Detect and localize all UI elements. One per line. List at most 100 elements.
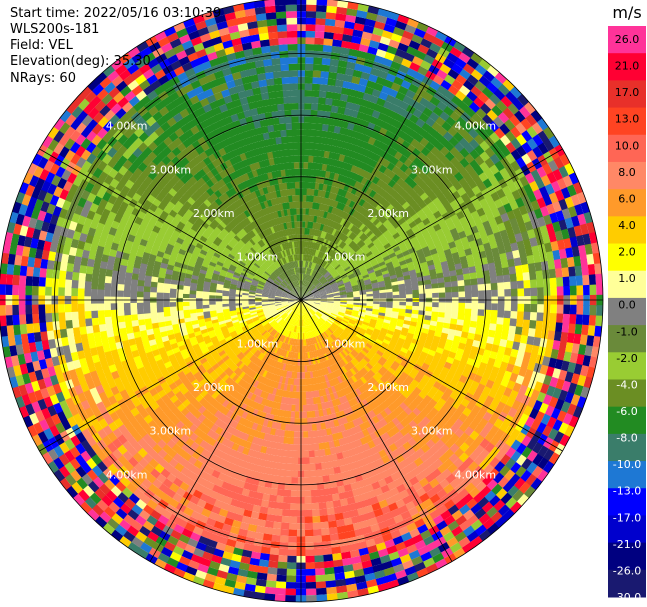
velocity-gate bbox=[405, 217, 415, 226]
velocity-gate bbox=[312, 528, 322, 537]
velocity-gate bbox=[320, 137, 328, 145]
velocity-gate bbox=[438, 287, 446, 294]
velocity-gate bbox=[318, 90, 328, 99]
velocity-gate bbox=[400, 172, 410, 182]
velocity-gate bbox=[387, 195, 396, 205]
velocity-gate bbox=[364, 18, 377, 28]
velocity-gate bbox=[383, 167, 392, 177]
velocity-gate bbox=[505, 141, 517, 154]
velocity-gate bbox=[509, 86, 523, 100]
velocity-gate bbox=[303, 503, 312, 511]
velocity-gate bbox=[491, 289, 498, 298]
velocity-gate bbox=[377, 223, 386, 232]
velocity-gate bbox=[360, 37, 372, 47]
velocity-gate bbox=[312, 256, 317, 263]
velocity-gate bbox=[319, 84, 329, 92]
velocity-gate bbox=[416, 221, 426, 230]
velocity-gate bbox=[521, 153, 533, 166]
velocity-gate bbox=[530, 304, 538, 314]
velocity-gate bbox=[404, 24, 418, 35]
velocity-gate bbox=[353, 97, 364, 106]
velocity-gate bbox=[346, 238, 353, 246]
velocity-gate bbox=[392, 54, 405, 65]
velocity-gate bbox=[350, 186, 359, 195]
velocity-gate bbox=[395, 91, 407, 102]
velocity-gate bbox=[336, 6, 349, 15]
velocity-gate bbox=[368, 40, 381, 50]
velocity-gate bbox=[294, 582, 307, 589]
velocity-gate bbox=[326, 131, 335, 139]
velocity-gate bbox=[414, 71, 426, 83]
velocity-gate bbox=[305, 37, 316, 45]
velocity-gate bbox=[333, 86, 344, 94]
velocity-gate bbox=[355, 204, 363, 213]
velocity-gate bbox=[323, 271, 329, 277]
velocity-gate bbox=[385, 222, 394, 231]
velocity-gate bbox=[309, 476, 318, 484]
velocity-gate bbox=[394, 249, 403, 256]
velocity-gate bbox=[526, 138, 539, 151]
velocity-gate bbox=[453, 41, 467, 53]
velocity-gate bbox=[344, 255, 351, 262]
velocity-gate bbox=[324, 580, 337, 588]
velocity-gate bbox=[305, 30, 317, 38]
velocity-gate bbox=[361, 208, 369, 217]
velocity-gate bbox=[311, 269, 315, 277]
velocity-gate bbox=[312, 291, 319, 295]
velocity-gate bbox=[413, 204, 422, 214]
velocity-gate bbox=[462, 63, 476, 76]
velocity-gate bbox=[353, 296, 361, 300]
velocity-gate bbox=[490, 282, 498, 291]
velocity-gate bbox=[325, 240, 332, 248]
velocity-gate bbox=[306, 268, 310, 275]
velocity-gate bbox=[302, 287, 305, 294]
velocity-gate bbox=[411, 34, 424, 45]
velocity-gate bbox=[321, 130, 329, 138]
velocity-gate bbox=[281, 509, 290, 517]
velocity-gate bbox=[517, 303, 525, 313]
velocity-gate bbox=[294, 595, 307, 602]
velocity-gate bbox=[369, 258, 378, 265]
velocity-gate bbox=[317, 250, 322, 258]
velocity-gate bbox=[315, 11, 328, 19]
velocity-gate bbox=[333, 126, 342, 134]
velocity-gate bbox=[306, 181, 312, 189]
velocity-gate bbox=[425, 293, 433, 299]
velocity-gate bbox=[332, 252, 339, 260]
velocity-gate bbox=[318, 259, 324, 266]
velocity-gate bbox=[520, 164, 532, 177]
velocity-gate bbox=[562, 276, 570, 288]
velocity-gate bbox=[484, 98, 497, 111]
velocity-gate bbox=[523, 311, 531, 321]
velocity-gate bbox=[337, 60, 349, 69]
velocity-gate bbox=[304, 575, 316, 583]
velocity-gate bbox=[403, 184, 413, 194]
velocity-gate bbox=[515, 122, 528, 135]
velocity-gate bbox=[413, 217, 423, 226]
velocity-gate bbox=[362, 218, 371, 226]
velocity-gate bbox=[423, 196, 433, 206]
velocity-gate bbox=[309, 136, 316, 144]
velocity-gate bbox=[301, 295, 306, 300]
velocity-gate bbox=[361, 31, 374, 41]
velocity-gate bbox=[367, 46, 379, 56]
velocity-gate bbox=[303, 287, 306, 294]
velocity-gate bbox=[395, 224, 404, 233]
velocity-gate bbox=[368, 223, 376, 231]
velocity-gate bbox=[511, 189, 522, 201]
velocity-gate bbox=[305, 44, 316, 51]
velocity-gate bbox=[324, 286, 332, 290]
velocity-gate bbox=[387, 170, 397, 180]
velocity-gate bbox=[501, 185, 512, 197]
velocity-gate bbox=[339, 127, 348, 136]
velocity-gate bbox=[549, 277, 557, 288]
velocity-gate bbox=[312, 278, 317, 285]
velocity-gate bbox=[333, 200, 339, 209]
velocity-gate bbox=[372, 192, 381, 201]
velocity-gate bbox=[332, 92, 342, 101]
velocity-gate bbox=[342, 212, 350, 220]
velocity-gate bbox=[334, 146, 343, 155]
velocity-gate bbox=[502, 79, 516, 92]
velocity-gate bbox=[500, 95, 513, 109]
velocity-gate bbox=[370, 67, 381, 77]
